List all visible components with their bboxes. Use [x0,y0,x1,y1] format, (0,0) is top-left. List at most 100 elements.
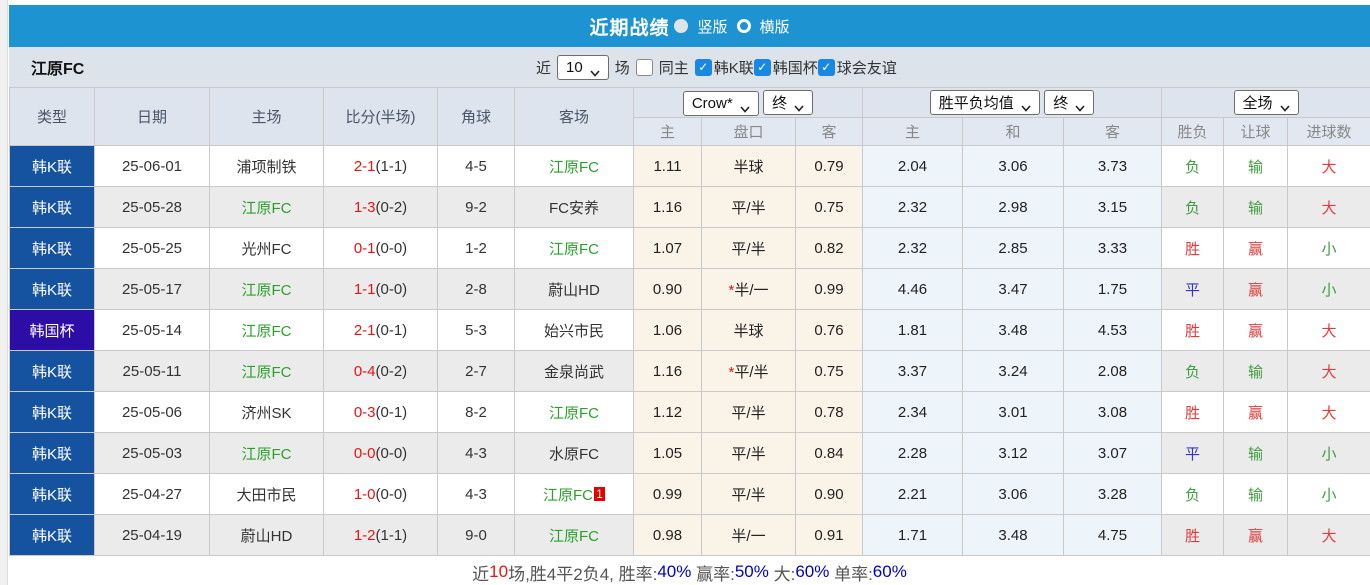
chevron-down-icon [1021,99,1031,112]
home-team-cell[interactable]: 济州SK [209,391,324,433]
result-cell: 负 [1161,350,1225,392]
league-checkbox-0[interactable]: ✓ [694,58,712,76]
home-team-cell[interactable]: 江原FC [209,432,324,474]
league-checkbox-1[interactable]: ✓ [753,58,771,76]
home-team-name[interactable]: 光州FC [241,240,292,258]
league-checkbox-label: 韩国杯 [772,59,818,77]
home-team-name[interactable]: 蔚山HD [240,527,293,545]
league-checkbox-2[interactable]: ✓ [817,58,835,76]
home-team-name[interactable]: 江原FC [241,281,292,299]
home-team-cell[interactable]: 蔚山HD [209,514,324,556]
score-cell: 1-0(0-0) [323,473,438,515]
home-team-cell[interactable]: 光州FC [209,227,324,269]
handicap-text: 半/一 [734,281,769,299]
europe-lose-odds-cell: 3.15 [1063,186,1163,228]
away-team-cell[interactable]: 江原FC [514,227,634,269]
away-team-name[interactable]: 水原FC [549,445,599,463]
odds-company-select[interactable]: Crow* [682,90,759,116]
col-header-corner: 角球 [437,87,515,146]
away-team-name[interactable]: 江原FC [543,486,593,504]
home-team-cell[interactable]: 大田市民 [209,473,324,515]
match-count-select[interactable]: 10 [557,54,609,80]
away-team-name[interactable]: 始兴市民 [543,322,604,340]
asian-away-odds-cell: 0.75 [794,350,864,392]
home-team-name[interactable]: 浦项制铁 [236,158,297,176]
asian-home-odds-cell: 0.98 [633,514,702,556]
away-team-name[interactable]: 江原FC [549,404,599,422]
away-team-cell[interactable]: 始兴市民 [514,309,634,351]
away-team-cell[interactable]: 江原FC [514,145,634,187]
handicap-cell: 半球 [701,309,796,351]
away-team-name[interactable]: FC安养 [549,199,599,217]
table-row: 韩K联 25-04-27 大田市民 1-0(0-0) 4-3 江原FC 1 0.99 平/半 0.… [9,473,1370,515]
home-team-name[interactable]: 江原FC [241,445,292,463]
match-date-cell: 25-06-01 [94,145,210,187]
asian-away-odds-cell: 0.76 [794,309,864,351]
horizontal-layout-radio-label[interactable]: 横版 [759,18,790,36]
sub-header-europe-draw: 和 [962,117,1065,146]
away-team-cell[interactable]: 水原FC [514,432,634,474]
away-team-cell[interactable]: FC安养 [514,186,634,228]
table-row: 韩K联 25-05-03 江原FC 0-0(0-0) 4-3 水原FC 1.05 平/半 0.8… [9,432,1370,474]
half-score: (0-0) [375,239,408,257]
result-cell: 胜 [1161,391,1225,433]
match-type-cell: 韩K联 [9,227,95,269]
asian-home-odds-cell: 1.06 [633,309,702,351]
away-team-name[interactable]: 蔚山HD [548,281,600,299]
europe-company-select[interactable]: 胜平负均值 [929,90,1040,115]
home-team-name[interactable]: 济州SK [241,404,292,422]
away-team-name[interactable]: 金泉尚武 [543,363,604,381]
home-team-name[interactable]: 江原FC [241,363,292,381]
away-team-name[interactable]: 江原FC [549,158,599,176]
away-team-cell[interactable]: 金泉尚武 [514,350,634,392]
match-date-cell: 25-05-28 [94,186,210,228]
away-team-name[interactable]: 江原FC [549,240,599,258]
goals-result-cell: 大 [1287,186,1370,228]
asian-result-cell: 赢 [1223,227,1289,269]
asian-away-odds-cell: 0.84 [794,432,864,474]
match-type-cell: 韩K联 [9,473,95,515]
home-team-name[interactable]: 江原FC [241,322,292,340]
home-team-cell[interactable]: 江原FC [209,186,324,228]
europe-win-odds-cell: 2.04 [862,145,964,187]
away-team-cell[interactable]: 江原FC 1 [514,473,634,515]
vertical-layout-radio-label[interactable]: 竖版 [697,18,728,36]
away-team-cell[interactable]: 江原FC [514,391,634,433]
horizontal-radio-unselected-icon[interactable] [736,19,751,33]
period-select[interactable]: 全场 [1233,90,1299,115]
europe-win-odds-cell: 1.81 [862,309,964,351]
europe-stage-select[interactable]: 终 [1044,90,1095,115]
europe-draw-odds-cell: 3.48 [962,309,1065,351]
left-gutter [0,0,8,585]
home-team-cell[interactable]: 江原FC [209,350,324,392]
home-team-cell[interactable]: 江原FC [209,309,324,351]
odds-stage-select[interactable]: 终 [763,89,814,115]
match-type-cell: 韩K联 [9,514,95,556]
asian-away-odds-cell: 0.90 [794,473,864,515]
same-home-checkbox[interactable] [635,58,653,76]
asian-home-odds-cell: 1.11 [633,145,702,187]
half-score: (0-0) [375,485,408,503]
europe-lose-odds-cell: 4.53 [1063,309,1163,351]
home-team-cell[interactable]: 浦项制铁 [209,145,324,187]
asian-result-cell: 输 [1223,432,1289,474]
sub-header-goals: 进球数 [1287,117,1370,146]
home-team-cell[interactable]: 江原FC [209,268,324,310]
score-cell: 0-0(0-0) [323,432,438,474]
asian-result-cell: 输 [1223,350,1289,392]
match-type-cell: 韩K联 [9,432,95,474]
summary-segment: 10 [489,562,509,581]
match-count-value: 10 [566,58,583,76]
home-team-name[interactable]: 江原FC [241,199,292,217]
handicap-text: 平/半 [731,486,766,504]
asian-away-odds-cell: 0.79 [794,145,864,187]
result-cell: 胜 [1161,514,1225,556]
away-team-name[interactable]: 江原FC [549,527,599,545]
away-team-cell[interactable]: 蔚山HD [514,268,634,310]
score-cell: 2-1(0-1) [323,309,438,351]
home-team-name[interactable]: 大田市民 [236,486,297,504]
score-cell: 1-2(1-1) [323,514,438,556]
summary-segment: 60% [872,562,907,581]
away-team-cell[interactable]: 江原FC [514,514,634,556]
vertical-radio-selected-icon[interactable] [674,19,689,33]
